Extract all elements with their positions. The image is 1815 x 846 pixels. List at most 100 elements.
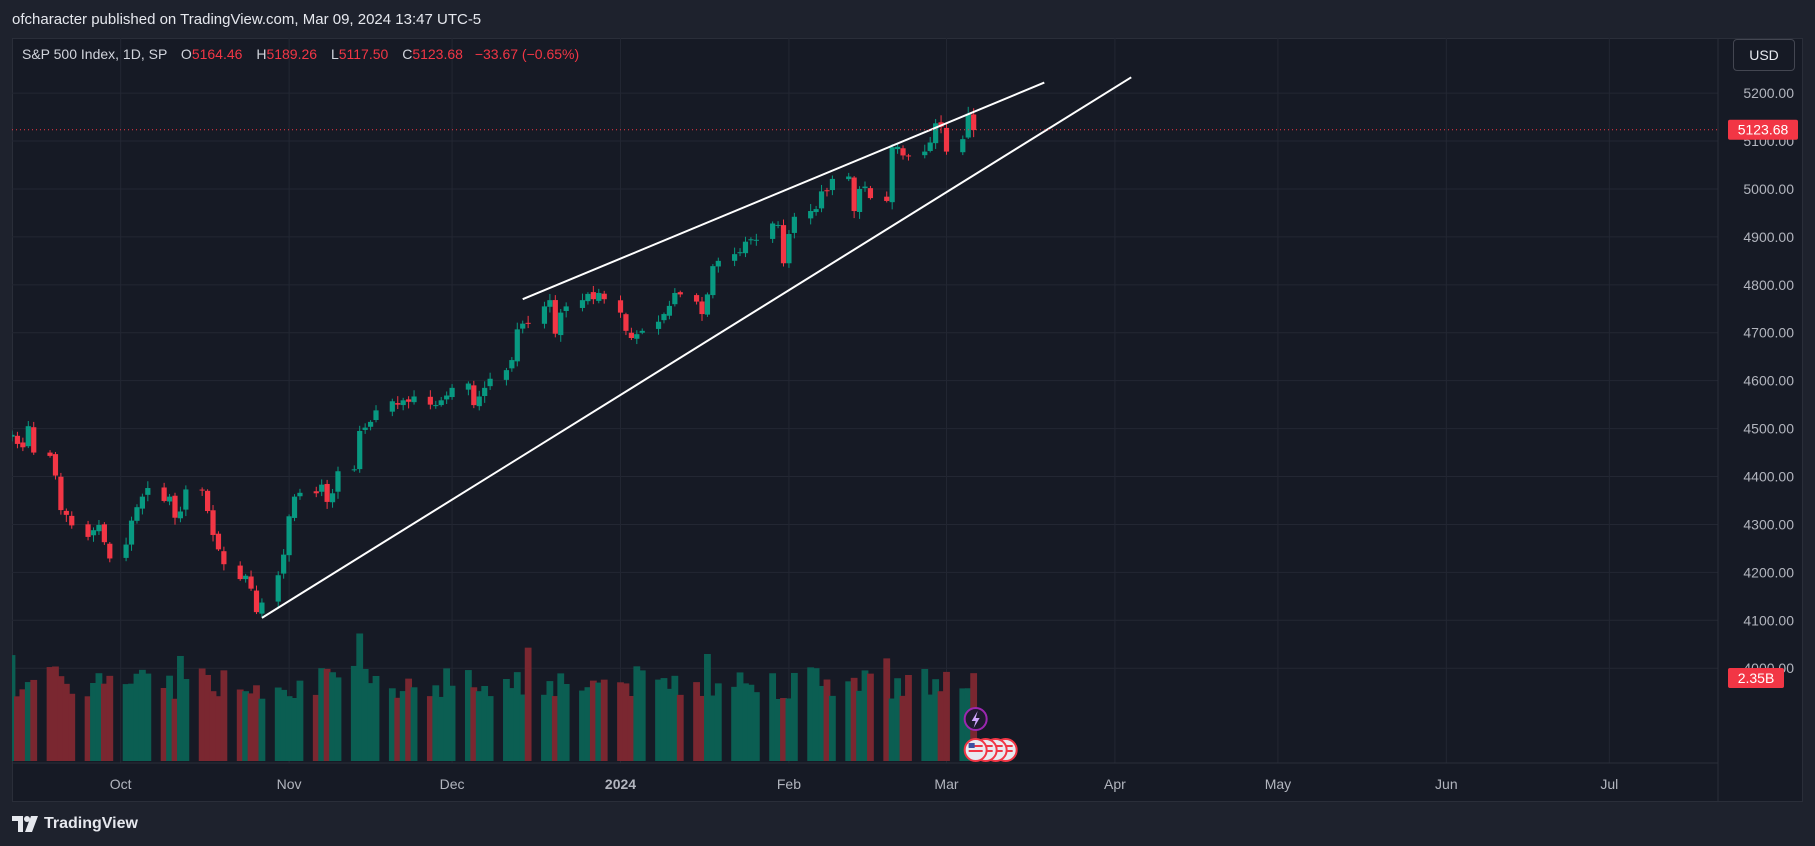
candle-body	[90, 530, 97, 536]
candle-body	[101, 524, 107, 543]
last-price-badge	[1728, 119, 1798, 140]
candle-body	[824, 190, 830, 192]
tradingview-logo-icon	[12, 816, 38, 832]
volume-bar	[731, 686, 739, 761]
candle-body	[449, 387, 455, 398]
price-tick-label: 4100.00	[1743, 612, 1794, 628]
candle-body	[281, 554, 287, 574]
candle-body	[465, 383, 471, 390]
price-tick-label: 4300.00	[1743, 516, 1794, 532]
volume-bar	[752, 692, 760, 761]
volume-bar	[30, 679, 38, 761]
candle-body	[63, 510, 69, 515]
candlestick-chart[interactable]: 5200.005100.005000.004900.004800.004700.…	[12, 38, 1803, 802]
volume-layer	[12, 633, 978, 761]
time-tick-label: Apr	[1104, 776, 1126, 792]
volume-bar	[12, 655, 16, 761]
volume-label: 2.35B	[1738, 670, 1775, 686]
trendline-layer	[261, 76, 1132, 619]
candle-body	[69, 515, 75, 526]
candle-body	[275, 575, 281, 602]
candle-body	[237, 565, 243, 580]
volume-bar	[736, 672, 744, 761]
candle-body	[367, 421, 374, 427]
candle-body	[829, 178, 836, 191]
candle-body	[259, 602, 265, 614]
candle-body	[210, 510, 216, 535]
volume-bar	[589, 680, 597, 761]
volume-bar	[579, 690, 586, 761]
candle-body	[411, 396, 417, 403]
candle-body	[547, 300, 553, 307]
volume-bar	[633, 666, 641, 761]
volume-bar	[388, 688, 396, 761]
tradingview-logo[interactable]: TradingView	[12, 815, 138, 833]
volume-bar	[247, 693, 255, 761]
candle-body	[661, 314, 667, 321]
price-tick-label: 4500.00	[1743, 421, 1794, 437]
volume-bar	[285, 696, 293, 761]
volume-bar	[905, 674, 912, 761]
bottom-bar	[0, 802, 1815, 846]
volume-bar	[780, 698, 787, 761]
candle-body	[579, 300, 586, 308]
candle-body	[400, 400, 406, 406]
candle-body	[596, 292, 602, 301]
volume-bar	[823, 679, 831, 761]
volume-bar	[742, 683, 749, 761]
volume-bar	[655, 679, 662, 761]
volume-bar	[943, 671, 950, 761]
candle-body	[139, 496, 145, 509]
time-tick-label: Jul	[1600, 776, 1618, 792]
candle-body	[563, 306, 569, 311]
volume-bar	[182, 679, 190, 761]
candle-body	[297, 492, 303, 497]
time-tick-label: Feb	[777, 776, 801, 792]
candle-body	[438, 400, 444, 406]
axis-layer: 5200.005100.005000.004900.004800.004700.…	[12, 38, 1798, 802]
volume-bar	[888, 698, 896, 761]
volume-bar	[693, 682, 700, 761]
candle-body	[813, 209, 819, 213]
volume-bar	[709, 695, 717, 761]
volume-bar	[19, 689, 27, 761]
last-price-label: 5123.68	[1738, 122, 1789, 138]
candle-body	[846, 176, 852, 180]
currency-button[interactable]: USD	[1733, 39, 1795, 71]
candle-body	[922, 151, 928, 156]
candle-body	[666, 305, 673, 316]
candle-body	[25, 426, 31, 447]
price-tick-label: 4800.00	[1743, 277, 1794, 293]
volume-bar	[769, 673, 777, 761]
candle-body	[14, 435, 21, 444]
volume-bar	[503, 678, 510, 761]
volume-bar	[638, 670, 646, 761]
chart-frame[interactable]	[12, 38, 1803, 802]
volume-bar	[177, 655, 184, 761]
volume-bar	[812, 668, 820, 761]
candle-body	[166, 496, 173, 502]
candle-body	[965, 113, 971, 138]
volume-bar	[926, 694, 934, 761]
candle-body	[204, 490, 211, 512]
volume-bar	[24, 682, 32, 761]
volume-bar	[883, 658, 891, 761]
volume-bar	[464, 670, 472, 761]
flag-canton	[968, 743, 975, 748]
volume-bar	[584, 687, 592, 761]
volume-bar	[432, 685, 440, 761]
candle-body	[590, 292, 596, 300]
candle-body	[808, 211, 814, 219]
top-bar: ofcharacter published on TradingView.com…	[0, 0, 1815, 38]
volume-bar	[666, 688, 673, 761]
candle-body	[487, 378, 493, 387]
candle-body	[775, 224, 781, 226]
ohlc-legend: S&P 500 Index, 1D, SP O5164.46 H5189.26 …	[22, 46, 579, 62]
volume-bar	[215, 696, 222, 761]
volume-bar	[541, 694, 548, 761]
volume-bar	[704, 653, 711, 761]
volume-bar	[122, 684, 130, 761]
grid-layer	[12, 38, 1718, 763]
candle-body	[693, 295, 700, 302]
candle-body	[867, 188, 874, 199]
